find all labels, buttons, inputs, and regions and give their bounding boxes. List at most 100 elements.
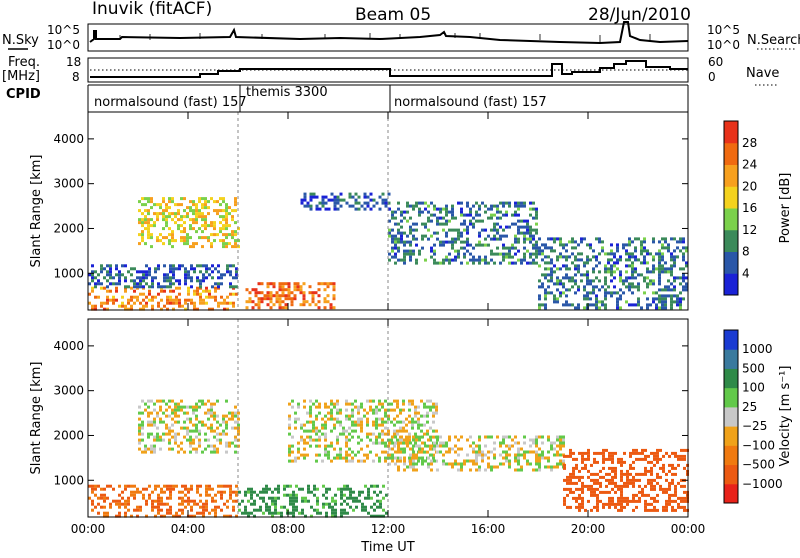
heatmap-cell bbox=[517, 462, 520, 466]
heatmap-cell bbox=[490, 228, 493, 232]
heatmap-cell bbox=[650, 469, 653, 473]
heatmap-cell bbox=[245, 288, 249, 292]
heatmap-cell bbox=[417, 405, 420, 409]
heatmap-cell bbox=[272, 294, 276, 298]
heatmap-cell bbox=[559, 279, 562, 283]
heatmap-cell bbox=[607, 270, 610, 274]
heatmap-cell bbox=[88, 273, 91, 277]
heatmap-cell bbox=[670, 255, 673, 259]
heatmap-cell bbox=[685, 285, 688, 289]
heatmap-cell bbox=[508, 204, 511, 208]
heatmap-cell bbox=[315, 426, 318, 430]
heatmap-cell bbox=[617, 502, 620, 506]
heatmap-cell bbox=[535, 252, 538, 256]
heatmap-cell bbox=[281, 291, 285, 295]
heatmap-cell bbox=[169, 484, 172, 488]
heatmap-cell bbox=[220, 282, 223, 286]
heatmap-cell bbox=[574, 258, 577, 262]
heatmap-cell bbox=[659, 457, 662, 461]
heatmap-cell bbox=[402, 429, 405, 433]
heatmap-cell bbox=[306, 420, 309, 424]
heatmap-cell bbox=[159, 399, 162, 403]
heatmap-cell bbox=[278, 306, 282, 310]
heatmap-cell bbox=[418, 447, 421, 451]
heatmap-cell bbox=[517, 231, 520, 235]
cpid-segment-2: themis 3300 bbox=[246, 85, 328, 100]
heatmap-cell bbox=[403, 210, 406, 214]
heatmap-cell bbox=[141, 399, 144, 403]
heatmap-cell bbox=[222, 420, 225, 424]
heatmap-cell bbox=[679, 282, 682, 286]
heatmap-cell bbox=[417, 411, 420, 415]
heatmap-cell bbox=[165, 423, 168, 427]
heatmap-cell bbox=[649, 282, 652, 286]
heatmap-cell bbox=[234, 426, 237, 430]
heatmap-cell bbox=[204, 447, 207, 451]
heatmap-cell bbox=[205, 270, 208, 274]
heatmap-cell bbox=[323, 300, 327, 304]
heatmap-cell bbox=[559, 435, 562, 439]
heatmap-cell bbox=[475, 453, 478, 457]
heatmap-cell bbox=[499, 225, 502, 229]
heatmap-cell bbox=[682, 237, 685, 241]
heatmap-cell bbox=[226, 264, 229, 268]
heatmap-cell bbox=[199, 511, 202, 515]
heatmap-cell bbox=[626, 499, 629, 503]
heatmap-cell bbox=[379, 505, 382, 509]
heatmap-cell bbox=[426, 450, 429, 454]
heatmap-cell bbox=[144, 209, 147, 213]
heatmap-cell bbox=[198, 438, 201, 442]
heatmap-cell bbox=[100, 270, 103, 274]
heatmap-cell bbox=[673, 288, 676, 292]
heatmap-cell bbox=[202, 289, 205, 293]
heatmap-cell bbox=[234, 209, 237, 213]
heatmap-cell bbox=[550, 249, 553, 253]
heatmap-cell bbox=[623, 472, 626, 476]
heatmap-cell bbox=[403, 216, 406, 220]
heatmap-cell bbox=[103, 307, 106, 311]
heatmap-cell bbox=[421, 210, 424, 214]
heatmap-cell bbox=[295, 496, 298, 500]
heatmap-cell bbox=[569, 475, 572, 479]
heatmap-cell bbox=[180, 203, 183, 207]
heatmap-cell bbox=[130, 514, 133, 518]
heatmap-cell bbox=[683, 496, 686, 500]
heatmap-cell bbox=[682, 240, 685, 244]
heatmap-cell bbox=[300, 435, 303, 439]
heatmap-cell bbox=[484, 453, 487, 457]
heatmap-cell bbox=[190, 301, 193, 305]
heatmap-cell bbox=[610, 294, 613, 298]
heatmap-cell bbox=[171, 233, 174, 237]
heatmap-cell bbox=[180, 426, 183, 430]
heatmap-cell bbox=[169, 487, 172, 491]
heatmap-cell bbox=[469, 468, 472, 472]
heatmap-cell bbox=[469, 252, 472, 256]
heatmap-cell bbox=[317, 294, 321, 298]
heatmap-cell bbox=[296, 285, 300, 289]
heatmap-cell bbox=[656, 508, 659, 512]
heatmap-cell bbox=[535, 450, 538, 454]
heatmap-cell bbox=[225, 224, 228, 228]
heatmap-cell bbox=[625, 252, 628, 256]
heatmap-cell bbox=[415, 222, 418, 226]
heatmap-cell bbox=[575, 466, 578, 470]
heatmap-cell bbox=[372, 423, 375, 427]
heatmap-cell bbox=[177, 414, 180, 418]
heatmap-cell bbox=[556, 444, 559, 448]
heatmap-cell bbox=[157, 292, 160, 296]
heatmap-cell bbox=[620, 475, 623, 479]
heatmap-cell bbox=[656, 499, 659, 503]
heatmap-cell bbox=[547, 459, 550, 463]
heatmap-cell bbox=[336, 207, 340, 211]
heatmap-cell bbox=[169, 493, 172, 497]
heatmap-cell bbox=[487, 234, 490, 238]
heatmap-cell bbox=[568, 267, 571, 271]
heatmap-cell bbox=[620, 502, 623, 506]
heatmap-cell bbox=[670, 282, 673, 286]
heatmap-cell bbox=[195, 450, 198, 454]
heatmap-cell bbox=[247, 511, 250, 515]
heatmap-cell bbox=[147, 209, 150, 213]
heatmap-cell bbox=[562, 459, 565, 463]
heatmap-cell bbox=[619, 276, 622, 280]
heatmap-cell bbox=[222, 245, 225, 249]
